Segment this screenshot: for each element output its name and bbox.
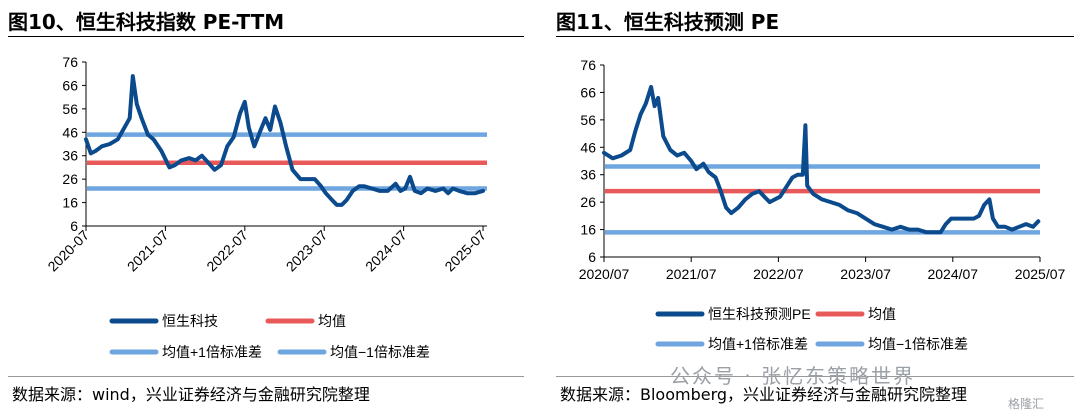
y-tick-label: 26: [62, 171, 78, 187]
left-title-rule: [8, 36, 524, 37]
y-tick-label: 26: [580, 194, 596, 210]
y-tick-label: 56: [62, 101, 78, 117]
y-tick-label: 16: [62, 195, 78, 211]
x-tick-labels: 2020-07 2021-07 2022-07 2023-07 2024-07 2025-…: [44, 226, 489, 274]
x-tick-label: 2021/07: [666, 266, 717, 282]
x-tick-label: 2025-07: [441, 227, 489, 275]
right-figure-panel: 图11、恒生科技预测 PE 6 16 26 36 46 56 66 76 2020/07 2021…: [548, 0, 1080, 417]
x-tick-label: 2023-07: [283, 227, 331, 275]
y-tick-label: 56: [580, 112, 596, 128]
x-tick-label: 2024/07: [927, 266, 978, 282]
y-tick-labels: 6 16 26 36 46 56 66 76: [62, 54, 86, 234]
y-tick-label: 6: [70, 218, 78, 234]
series-line: [84, 74, 485, 207]
left-source-note: 数据来源：wind，兴业证券经济与金融研究院整理: [12, 385, 370, 404]
series-line: [602, 84, 1041, 235]
y-tick-label: 46: [62, 124, 78, 140]
legend-label: 均值: [318, 313, 346, 329]
x-tick-label: 2024-07: [362, 227, 410, 275]
legend-label: 恒生科技: [162, 313, 218, 329]
right-source-note: 数据来源：Bloomberg，兴业证券经济与金融研究院整理: [560, 385, 968, 404]
y-tick-label: 6: [588, 249, 596, 265]
legend-label: 均值+1倍标准差: [162, 344, 262, 360]
x-tick-label: 2020-07: [44, 227, 92, 275]
left-bottom-rule: [8, 376, 524, 377]
left-pe-ttm-chart: 6 16 26 36 46 56 66 76 2020-07 2021-07 2022-07 2023…: [44, 54, 489, 360]
legend-label: 均值−1倍标准差: [868, 336, 968, 352]
right-title-rule: [556, 36, 1074, 37]
y-tick-label: 36: [580, 167, 596, 183]
y-tick-label: 16: [580, 222, 596, 238]
left-figure-panel: 图10、恒生科技指数 PE-TTM 6 16 26 36 46 56 66 76 2020-07…: [0, 0, 530, 417]
y-tick-label: 66: [580, 84, 596, 100]
right-figure-title: 图11、恒生科技预测 PE: [556, 10, 780, 34]
left-figure-title: 图10、恒生科技指数 PE-TTM: [8, 10, 285, 34]
x-tick-label: 2022/07: [753, 266, 804, 282]
x-tick-label: 2020/07: [579, 266, 630, 282]
x-tick-label: 2021-07: [124, 227, 172, 275]
x-tick-label: 2022-07: [203, 227, 251, 275]
y-tick-label: 46: [580, 139, 596, 155]
y-tick-label: 76: [580, 57, 596, 73]
legend-label: 均值: [868, 306, 896, 322]
legend-label: 均值+1倍标准差: [708, 336, 808, 352]
x-tick-label: 2023/07: [840, 266, 891, 282]
y-tick-label: 36: [62, 148, 78, 164]
legend-label: 恒生科技预测PE: [708, 306, 811, 322]
watermark-text: 公众号 · 张忆东策略世界: [670, 364, 916, 388]
right-forecast-pe-chart: 6 16 26 36 46 56 66 76 2020/07 2021/07 2022/07 2023…: [579, 57, 1066, 352]
y-tick-label: 76: [62, 54, 78, 70]
y-tick-label: 66: [62, 77, 78, 93]
x-tick-label: 2025/07: [1015, 266, 1066, 282]
y-tick-labels: 6 16 26 36 46 56 66 76: [580, 57, 604, 265]
watermark-sub: 格隆汇: [1008, 397, 1045, 411]
x-tick-labels: 2020/07 2021/07 2022/07 2023/07 2024/07 2025/…: [579, 257, 1066, 282]
right-bottom-rule: [556, 376, 1074, 377]
legend-label: 均值−1倍标准差: [330, 344, 430, 360]
